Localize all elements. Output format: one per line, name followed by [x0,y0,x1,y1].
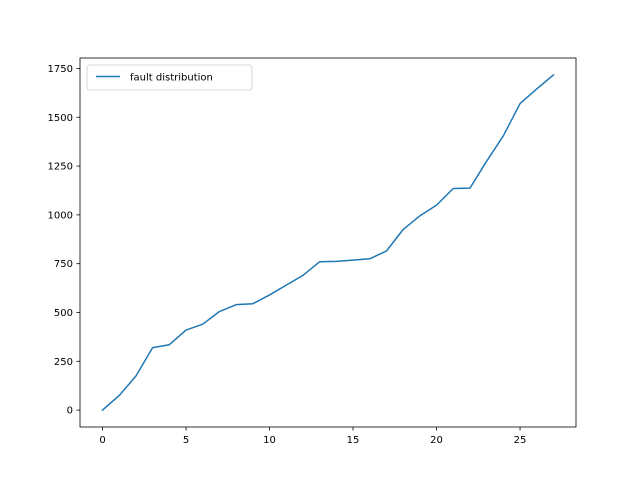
y-tick-label: 750 [54,259,73,270]
x-tick-label: 10 [263,435,276,446]
x-tick-label: 5 [183,435,189,446]
x-tick-label: 25 [514,435,527,446]
y-tick-label: 1000 [48,210,73,221]
series-layer [101,73,555,412]
legend-box [86,64,253,91]
legend: fault distribution [86,64,253,91]
series-line-fault-distribution [101,73,555,412]
y-tick-label: 500 [54,308,73,319]
x-tick-label: 0 [99,435,105,446]
y-tick-label: 1750 [48,64,73,75]
x-tick-label: 15 [347,435,360,446]
plot-frame [79,57,577,428]
y-tick-label: 250 [54,357,73,368]
x-tick-label: 20 [430,435,443,446]
y-tick-label: 1250 [48,162,73,173]
y-tick-label: 0 [67,406,73,417]
y-tick-label: 1500 [48,113,73,124]
legend-label: fault distribution [130,73,213,84]
